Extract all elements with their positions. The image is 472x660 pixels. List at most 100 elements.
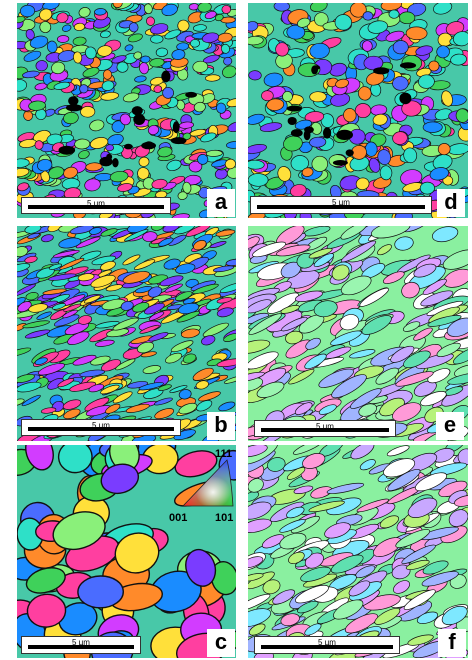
grain bbox=[344, 613, 379, 634]
grain bbox=[21, 394, 41, 407]
grain bbox=[248, 445, 268, 458]
grain bbox=[340, 275, 372, 296]
grain bbox=[436, 45, 450, 59]
grain bbox=[349, 349, 376, 359]
grain bbox=[37, 363, 65, 376]
grain bbox=[34, 140, 44, 150]
grain bbox=[90, 355, 111, 366]
grain bbox=[82, 67, 100, 78]
grain bbox=[151, 178, 168, 190]
grain bbox=[79, 84, 89, 94]
grain bbox=[153, 397, 173, 406]
grain bbox=[283, 135, 303, 152]
grain bbox=[94, 8, 107, 16]
grain bbox=[17, 347, 32, 357]
grain bbox=[78, 7, 91, 18]
grain bbox=[308, 247, 333, 259]
grain bbox=[288, 551, 305, 565]
grain bbox=[69, 226, 94, 235]
unindexed-region bbox=[68, 96, 79, 106]
grain bbox=[326, 482, 365, 494]
grain bbox=[127, 33, 143, 43]
grain bbox=[52, 249, 80, 258]
grain bbox=[433, 3, 453, 15]
grain bbox=[74, 138, 91, 150]
ebsd-map-b: 5 µm b bbox=[17, 226, 236, 441]
grain bbox=[153, 85, 163, 93]
grain bbox=[413, 380, 437, 397]
grain bbox=[192, 283, 219, 295]
grain bbox=[261, 534, 285, 549]
unindexed-region bbox=[141, 141, 156, 150]
scale-bar: 5 µm bbox=[21, 197, 171, 214]
panel-label: e bbox=[436, 412, 464, 440]
grain bbox=[72, 36, 87, 46]
grain bbox=[407, 497, 438, 518]
grain bbox=[248, 573, 264, 582]
grain bbox=[248, 556, 264, 569]
grain bbox=[143, 3, 153, 15]
grain bbox=[420, 391, 447, 407]
grain bbox=[128, 22, 139, 33]
grain bbox=[276, 244, 311, 257]
unindexed-region bbox=[161, 70, 171, 83]
grain bbox=[89, 137, 109, 149]
grain bbox=[382, 271, 405, 284]
grain bbox=[142, 365, 161, 374]
grain bbox=[304, 623, 322, 636]
scale-label: 5 µm bbox=[332, 198, 350, 207]
grain bbox=[248, 608, 272, 628]
grain bbox=[105, 144, 115, 152]
grain bbox=[80, 106, 96, 118]
grain bbox=[94, 339, 115, 347]
grain bbox=[310, 3, 328, 13]
grain bbox=[277, 166, 292, 182]
grain bbox=[112, 3, 123, 8]
grain bbox=[119, 113, 131, 126]
unindexed-region bbox=[185, 91, 198, 98]
grain bbox=[224, 158, 236, 170]
grain bbox=[248, 144, 267, 154]
grain bbox=[24, 255, 38, 264]
grain bbox=[36, 311, 52, 320]
grain bbox=[62, 399, 82, 410]
grain bbox=[432, 226, 459, 243]
ebsd-map-a: 5 µm a bbox=[17, 3, 236, 218]
grain bbox=[204, 10, 217, 20]
grain bbox=[221, 4, 232, 14]
grain bbox=[366, 71, 385, 86]
ebsd-map-d: 5 µm d bbox=[248, 3, 468, 218]
grain bbox=[348, 580, 371, 597]
grain bbox=[333, 599, 364, 620]
grain bbox=[150, 34, 164, 44]
grain bbox=[280, 613, 300, 627]
grain bbox=[154, 408, 175, 420]
grain bbox=[415, 353, 454, 369]
grain bbox=[281, 316, 308, 332]
grain bbox=[58, 237, 82, 249]
grain bbox=[52, 511, 106, 551]
grain bbox=[273, 3, 290, 12]
grain bbox=[39, 21, 52, 34]
grain bbox=[59, 257, 85, 270]
grain bbox=[140, 351, 157, 358]
grain bbox=[261, 90, 274, 102]
unindexed-region bbox=[65, 104, 83, 112]
grain bbox=[335, 78, 349, 89]
grain bbox=[407, 634, 434, 646]
grain bbox=[225, 258, 236, 267]
grain bbox=[441, 90, 453, 107]
grain bbox=[17, 246, 29, 258]
grain bbox=[200, 132, 217, 143]
grain bbox=[331, 264, 350, 281]
grain bbox=[455, 108, 468, 123]
grain bbox=[100, 91, 119, 101]
grain bbox=[418, 74, 435, 89]
grain bbox=[17, 167, 30, 178]
grain bbox=[77, 273, 95, 282]
grain bbox=[174, 226, 196, 235]
grain bbox=[248, 35, 264, 46]
grain bbox=[252, 241, 287, 258]
grain bbox=[157, 384, 172, 391]
grain bbox=[192, 60, 209, 73]
